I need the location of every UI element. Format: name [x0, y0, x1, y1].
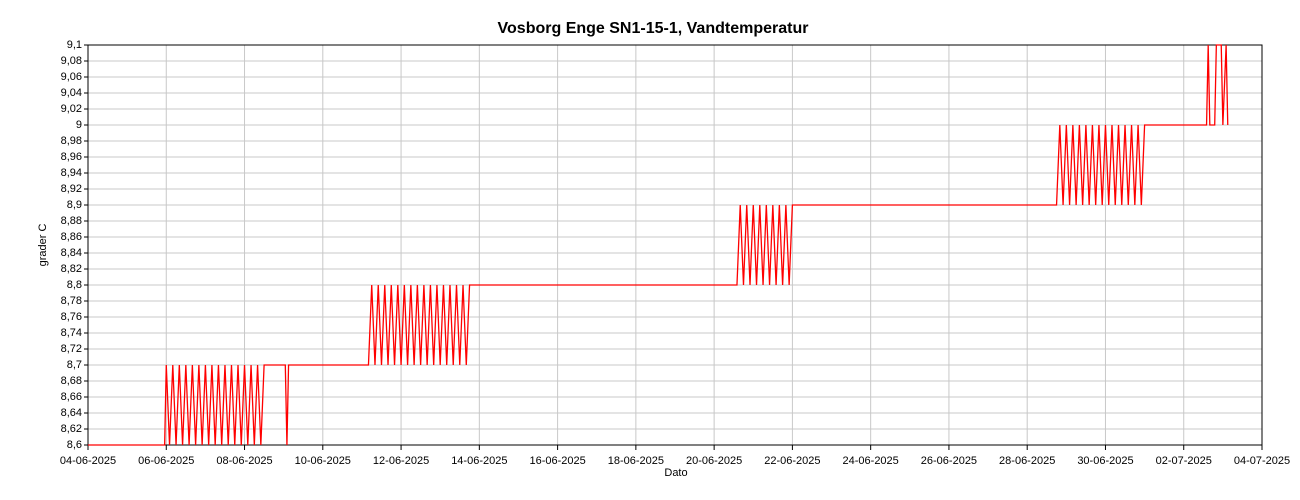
y-tick-label: 8,7 — [67, 359, 82, 371]
x-tick-label: 20-06-2025 — [686, 455, 742, 467]
y-tick-label: 8,76 — [61, 311, 82, 323]
x-tick-label: 04-07-2025 — [1234, 455, 1290, 467]
y-tick-label: 8,72 — [61, 343, 82, 355]
y-tick-label: 8,6 — [67, 439, 82, 451]
data-line — [88, 44, 1229, 446]
y-tick-label: 8,98 — [61, 135, 82, 147]
x-tick-label: 24-06-2025 — [843, 455, 899, 467]
y-tick-label: 9,1 — [67, 39, 82, 51]
x-axis-label: Dato — [664, 467, 687, 479]
y-tick-label: 8,84 — [61, 247, 82, 259]
x-tick-label: 26-06-2025 — [921, 455, 977, 467]
y-axis-label: grader C — [37, 224, 49, 267]
y-tick-label: 8,78 — [61, 295, 82, 307]
y-tick-label: 8,86 — [61, 231, 82, 243]
chart-title: Vosborg Enge SN1-15-1, Vandtemperatur — [498, 20, 809, 37]
x-tick-label: 04-06-2025 — [60, 455, 116, 467]
plot-frame — [87, 44, 1263, 446]
x-tick-label: 18-06-2025 — [608, 455, 664, 467]
x-tick-label: 14-06-2025 — [451, 455, 507, 467]
y-tick-label: 8,8 — [67, 279, 82, 291]
y-tick-label: 8,66 — [61, 391, 82, 403]
x-tick-label: 12-06-2025 — [373, 455, 429, 467]
y-tick-label: 8,94 — [61, 167, 82, 179]
y-tick-label: 8,64 — [61, 407, 82, 419]
y-tick-label: 9,04 — [61, 87, 82, 99]
x-tick-label: 30-06-2025 — [1077, 455, 1133, 467]
x-tick-label: 06-06-2025 — [138, 455, 194, 467]
y-tick-label: 8,92 — [61, 183, 82, 195]
y-tick-label: 8,74 — [61, 327, 82, 339]
x-tick-label: 08-06-2025 — [216, 455, 272, 467]
y-tick-label: 8,88 — [61, 215, 82, 227]
x-tick-label: 02-07-2025 — [1156, 455, 1212, 467]
x-tick-label: 22-06-2025 — [764, 455, 820, 467]
y-tick-label: 8,9 — [67, 199, 82, 211]
x-tick-label: 16-06-2025 — [529, 455, 585, 467]
y-tick-label: 9,02 — [61, 103, 82, 115]
y-tick-label: 8,68 — [61, 375, 82, 387]
x-tick-label: 28-06-2025 — [999, 455, 1055, 467]
y-tick-label: 8,62 — [61, 423, 82, 435]
y-tick-label: 9 — [76, 119, 82, 131]
y-tick-label: 8,96 — [61, 151, 82, 163]
y-tick-label: 9,06 — [61, 71, 82, 83]
y-tick-label: 9,08 — [61, 55, 82, 67]
x-tick-label: 10-06-2025 — [295, 455, 351, 467]
y-tick-label: 8,82 — [61, 263, 82, 275]
